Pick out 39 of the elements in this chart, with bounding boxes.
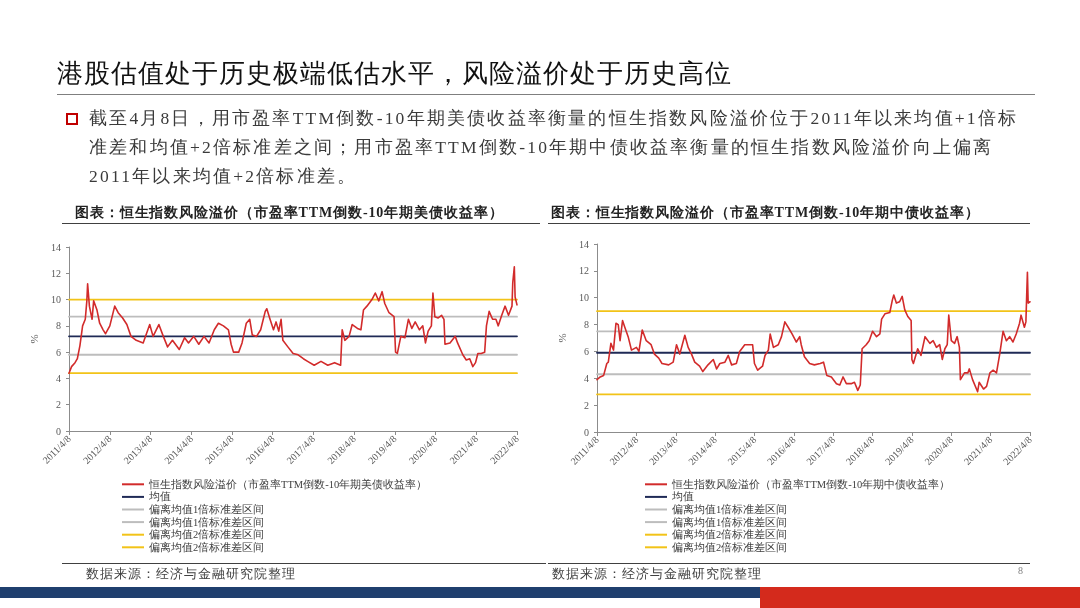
y-tick-label: 10 — [51, 294, 61, 306]
legend-label: 偏离均值2倍标准差区间 — [672, 528, 788, 541]
y-tick-label: 6 — [584, 345, 589, 357]
legend-label: 偏离均值1倍标准差区间 — [149, 503, 265, 515]
y-tick-label: 4 — [56, 372, 61, 384]
y-axis-title: % — [555, 333, 568, 343]
text: 8 — [1018, 565, 1023, 576]
legend-label: 偏离均值1倍标准差区间 — [672, 515, 788, 528]
y-tick-label: 8 — [584, 319, 589, 331]
y-tick-label: 2 — [584, 399, 589, 411]
y-tick-label: 6 — [56, 346, 61, 358]
chart-title: 图表：恒生指数风险溢价（市盈率TTM倒数-10年期美债收益率） — [75, 204, 505, 222]
source-note: 数据来源：经济与金融研究院整理 — [86, 566, 296, 583]
y-tick-label: 8 — [56, 320, 61, 332]
y-tick-label: 14 — [579, 238, 589, 250]
y-tick-label: 0 — [584, 426, 589, 438]
legend-label: 偏离均值1倍标准差区间 — [672, 503, 788, 515]
legend-label: 恒生指数风险溢价（市盈率TTM倒数-10年期中债收益率） — [671, 477, 951, 490]
y-axis-title: % — [27, 334, 40, 344]
legend-label: 偏离均值1倍标准差区间 — [149, 515, 265, 528]
source-note: 数据来源：经济与金融研究院整理 — [552, 566, 762, 583]
text: 截至4月8日，用市盈率TTM倒数-10年期美债收益率衡量的恒生指数风险溢价位于2011年以来均值+1倍标准差和均值+2倍标准差之间；用市盈率TTM倒数-10年期中债收益率衡量的恒生指数风险溢价向上偏离2011年以来均值+2倍标准差。 — [89, 107, 1019, 188]
y-tick-label: 0 — [56, 425, 61, 437]
chart-title: 图表：恒生指数风险溢价（市盈率TTM倒数-10年期中债收益率） — [551, 204, 981, 222]
line-series — [596, 271, 1031, 393]
y-tick-label: 10 — [579, 292, 589, 304]
legend-label: 均值 — [671, 491, 694, 503]
legend-label: 偏离均值2倍标准差区间 — [149, 528, 265, 541]
legend-label: 偏离均值2倍标准差区间 — [672, 540, 788, 553]
legend-label: 恒生指数风险溢价（市盈率TTM倒数-10年期美债收益率） — [148, 477, 428, 490]
y-tick-label: 4 — [584, 372, 589, 384]
line-series — [68, 265, 518, 374]
legend-label: 均值 — [148, 491, 171, 503]
text: 港股估值处于历史极端低估水平，风险溢价处于历史高位 — [57, 57, 732, 89]
y-tick-label: 12 — [51, 267, 61, 279]
y-tick-label: 12 — [579, 265, 589, 277]
y-tick-label: 2 — [56, 399, 61, 411]
legend-label: 偏离均值2倍标准差区间 — [149, 540, 265, 553]
y-tick-label: 14 — [51, 241, 61, 253]
